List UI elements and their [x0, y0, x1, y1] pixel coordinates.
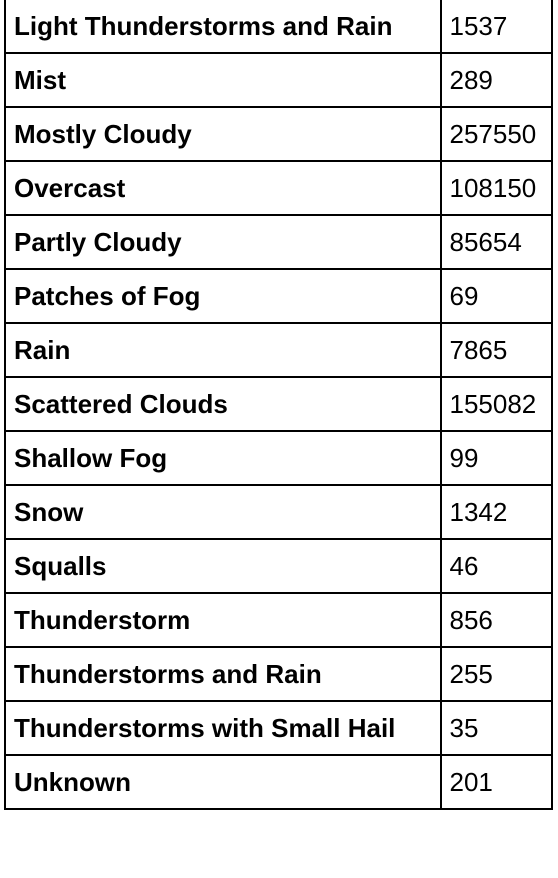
- table-row: Snow 1342: [4, 484, 553, 540]
- count-cell: 856: [439, 592, 553, 648]
- condition-cell: Mist: [4, 52, 442, 108]
- table-row: Light Thunderstorms and Rain 1537: [4, 0, 553, 54]
- condition-cell: Thunderstorms with Small Hail: [4, 700, 442, 756]
- condition-cell: Unknown: [4, 754, 442, 810]
- condition-cell: Shallow Fog: [4, 430, 442, 486]
- condition-cell: Squalls: [4, 538, 442, 594]
- condition-cell: Overcast: [4, 160, 442, 216]
- count-cell: 69: [439, 268, 553, 324]
- condition-cell: Scattered Clouds: [4, 376, 442, 432]
- count-cell: 46: [439, 538, 553, 594]
- count-cell: 155082: [439, 376, 553, 432]
- count-cell: 255: [439, 646, 553, 702]
- count-cell: 1342: [439, 484, 553, 540]
- count-cell: 99: [439, 430, 553, 486]
- table-row: Squalls 46: [4, 538, 553, 594]
- table-row: Thunderstorms with Small Hail 35: [4, 700, 553, 756]
- condition-cell: Mostly Cloudy: [4, 106, 442, 162]
- table-row: Mostly Cloudy 257550: [4, 106, 553, 162]
- count-cell: 35: [439, 700, 553, 756]
- count-cell: 257550: [439, 106, 553, 162]
- weather-conditions-table-container: Light Thunderstorms and Rain 1537 Mist 2…: [4, 0, 553, 810]
- condition-cell: Thunderstorms and Rain: [4, 646, 442, 702]
- condition-cell: Partly Cloudy: [4, 214, 442, 270]
- table-row: Mist 289: [4, 52, 553, 108]
- count-cell: 201: [439, 754, 553, 810]
- count-cell: 289: [439, 52, 553, 108]
- table-row: Patches of Fog 69: [4, 268, 553, 324]
- table-row: Unknown 201: [4, 754, 553, 810]
- condition-cell: Patches of Fog: [4, 268, 442, 324]
- table-row: Shallow Fog 99: [4, 430, 553, 486]
- table-body: Light Thunderstorms and Rain 1537 Mist 2…: [4, 0, 553, 810]
- weather-conditions-table: Light Thunderstorms and Rain 1537 Mist 2…: [4, 0, 553, 810]
- count-cell: 108150: [439, 160, 553, 216]
- table-row: Thunderstorms and Rain 255: [4, 646, 553, 702]
- count-cell: 1537: [439, 0, 553, 54]
- condition-cell: Thunderstorm: [4, 592, 442, 648]
- condition-cell: Snow: [4, 484, 442, 540]
- table-row: Scattered Clouds 155082: [4, 376, 553, 432]
- condition-cell: Rain: [4, 322, 442, 378]
- table-row: Thunderstorm 856: [4, 592, 553, 648]
- count-cell: 7865: [439, 322, 553, 378]
- count-cell: 85654: [439, 214, 553, 270]
- table-row: Rain 7865: [4, 322, 553, 378]
- table-row: Partly Cloudy 85654: [4, 214, 553, 270]
- table-row: Overcast 108150: [4, 160, 553, 216]
- condition-cell: Light Thunderstorms and Rain: [4, 0, 442, 54]
